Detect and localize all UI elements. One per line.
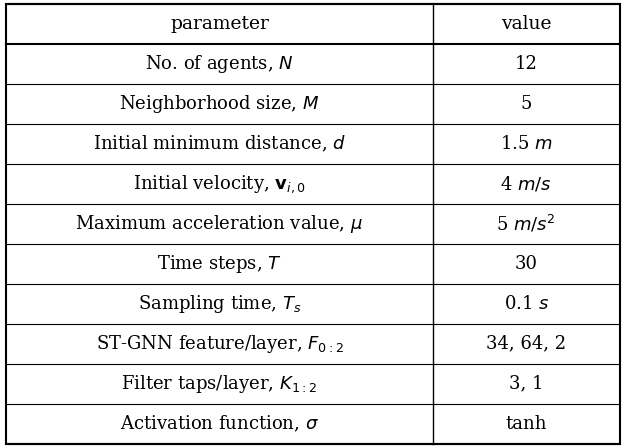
Text: 0.1 $s$: 0.1 $s$ (503, 295, 549, 313)
Text: parameter: parameter (170, 15, 269, 34)
Text: tanh: tanh (505, 414, 547, 433)
Text: value: value (501, 15, 552, 34)
Text: Neighborhood size, $M$: Neighborhood size, $M$ (120, 93, 320, 115)
Text: ST-GNN feature/layer, $F_{0:2}$: ST-GNN feature/layer, $F_{0:2}$ (96, 333, 344, 355)
Text: No. of agents, $N$: No. of agents, $N$ (145, 53, 294, 75)
Text: 5 $m/s^2$: 5 $m/s^2$ (496, 213, 556, 235)
Text: 5: 5 (520, 95, 532, 113)
Text: Time steps, $T$: Time steps, $T$ (157, 253, 282, 275)
Text: 1.5 $m$: 1.5 $m$ (500, 135, 553, 153)
Text: Initial velocity, $\mathbf{v}_{i,0}$: Initial velocity, $\mathbf{v}_{i,0}$ (133, 173, 306, 195)
Text: 12: 12 (515, 56, 538, 73)
Text: Filter taps/layer, $K_{1:2}$: Filter taps/layer, $K_{1:2}$ (121, 373, 317, 395)
Text: 4 $m/s$: 4 $m/s$ (500, 175, 552, 194)
Text: Activation function, $\sigma$: Activation function, $\sigma$ (120, 414, 319, 434)
Text: Sampling time, $T_s$: Sampling time, $T_s$ (138, 293, 301, 315)
Text: Initial minimum distance, $d$: Initial minimum distance, $d$ (93, 134, 346, 154)
Text: Maximum acceleration value, $\mu$: Maximum acceleration value, $\mu$ (76, 213, 364, 235)
Text: 34, 64, 2: 34, 64, 2 (486, 335, 567, 353)
Text: 3, 1: 3, 1 (509, 375, 543, 392)
Text: 30: 30 (515, 255, 538, 273)
